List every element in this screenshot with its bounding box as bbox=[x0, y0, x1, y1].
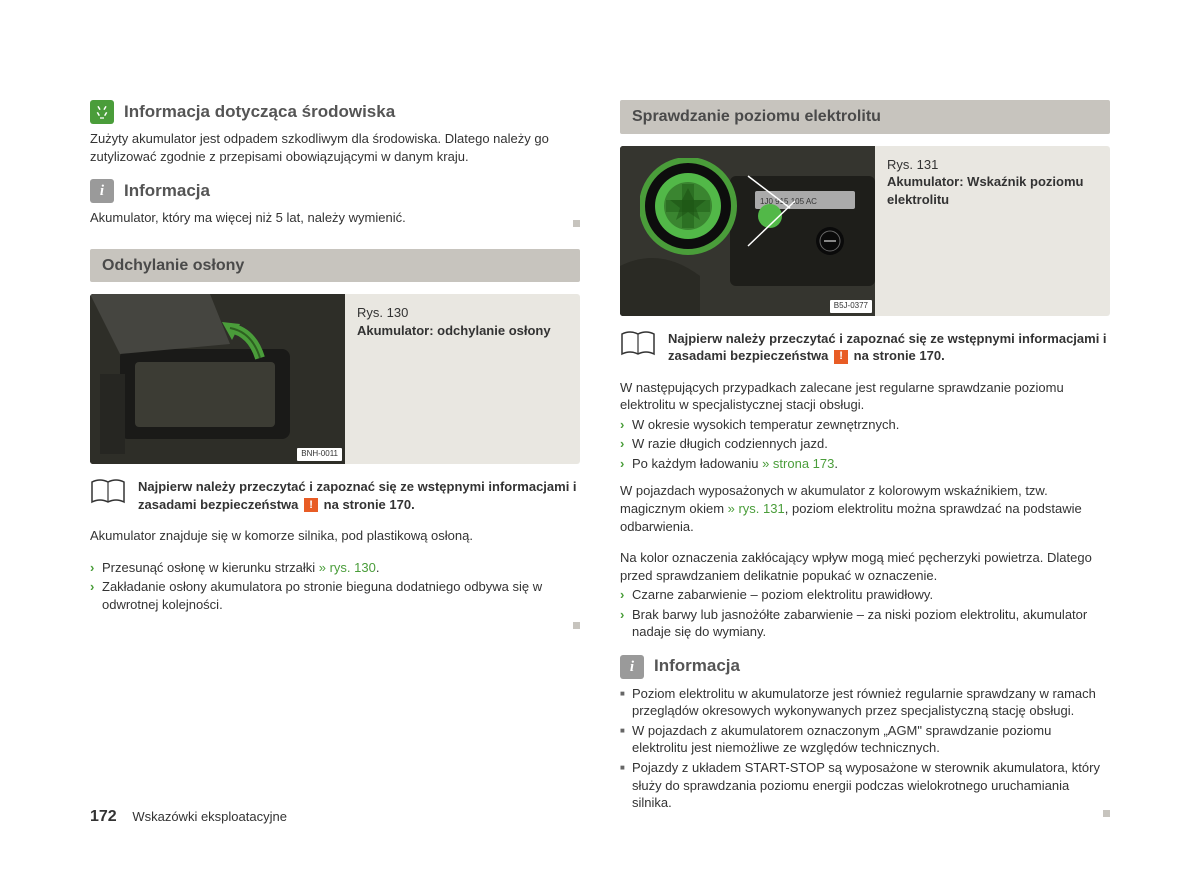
section-end-marker bbox=[573, 622, 580, 629]
info-heading-row: i Informacja bbox=[90, 179, 580, 203]
figure-130-image: BNH-0011 bbox=[90, 294, 345, 464]
read-first-b: na stronie 170. bbox=[854, 348, 945, 363]
info2-heading-row: i Informacja bbox=[620, 655, 1110, 679]
page-content: Informacja dotycząca środowiska Zużyty a… bbox=[0, 0, 1200, 861]
env-body: Zużyty akumulator jest odpadem szkodliwy… bbox=[90, 130, 580, 165]
info-bullets: Poziom elektrolitu w akumulatorze jest r… bbox=[620, 685, 1110, 812]
read-first-text: Najpierw należy przeczytać i zapoznać si… bbox=[138, 478, 580, 513]
figure-131-image: 1J0 915 105 AC B5J-037 bbox=[620, 146, 875, 316]
info2-heading: Informacja bbox=[654, 655, 740, 678]
info-icon: i bbox=[90, 179, 114, 203]
info-body: Akumulator, który ma więcej niż 5 lat, n… bbox=[90, 209, 406, 227]
read-first-text: Najpierw należy przeczytać i zapoznać si… bbox=[668, 330, 1110, 365]
read-first-box-1: Najpierw należy przeczytać i zapoznać si… bbox=[90, 478, 580, 513]
list-item: Po każdym ładowaniu » strona 173. bbox=[620, 455, 1110, 473]
book-icon bbox=[90, 478, 126, 506]
list-item: Czarne zabarwienie – poziom elektrolitu … bbox=[620, 586, 1110, 604]
warning-icon: ! bbox=[304, 498, 318, 512]
list-item: W razie długich codziennych jazd. bbox=[620, 435, 1110, 453]
section-bar-1: Odchylanie osłony bbox=[90, 249, 580, 283]
warning-icon: ! bbox=[834, 350, 848, 364]
figure-130: BNH-0011 Rys. 130 Akumulator: odchylanie… bbox=[90, 294, 580, 464]
read-first-b: na stronie 170. bbox=[324, 497, 415, 512]
list-item: W okresie wysokich temperatur zewnętrzny… bbox=[620, 416, 1110, 434]
fig-label: Rys. 130 bbox=[357, 304, 551, 322]
env-heading-row: Informacja dotycząca środowiska bbox=[90, 100, 580, 124]
fig-title: Akumulator: Wskaźnik poziomu elektrolitu bbox=[887, 173, 1102, 208]
bullets1: W okresie wysokich temperatur zewnętrzny… bbox=[620, 416, 1110, 473]
para1: W następujących przypadkach zalecane jes… bbox=[620, 379, 1110, 414]
list-item: Poziom elektrolitu w akumulatorze jest r… bbox=[620, 685, 1110, 720]
fig-ref-link[interactable]: » rys. 130 bbox=[319, 560, 376, 575]
left-column: Informacja dotycząca środowiska Zużyty a… bbox=[90, 100, 580, 821]
figure-130-caption: Rys. 130 Akumulator: odchylanie osłony bbox=[357, 294, 559, 464]
arrow-icon bbox=[220, 320, 265, 365]
fig-label: Rys. 131 bbox=[887, 156, 1102, 174]
list-item: Zakładanie osłony akumulatora po stronie… bbox=[90, 578, 580, 613]
magic-eye-callout bbox=[640, 158, 745, 263]
info-icon: i bbox=[620, 655, 644, 679]
section-end-marker bbox=[573, 220, 580, 227]
list-item: Brak barwy lub jasnożółte zabarwienie – … bbox=[620, 606, 1110, 641]
list-item: Przesunąć osłonę w kierunku strzałki » r… bbox=[90, 559, 580, 577]
info-heading: Informacja bbox=[124, 180, 210, 203]
figure-131-caption: Rys. 131 Akumulator: Wskaźnik poziomu el… bbox=[887, 146, 1110, 316]
figure-code: B5J-0377 bbox=[830, 300, 872, 313]
para2: W pojazdach wyposażonych w akumulator z … bbox=[620, 482, 1110, 535]
section-bar-2: Sprawdzanie poziomu elektrolitu bbox=[620, 100, 1110, 134]
figure-code: BNH-0011 bbox=[297, 448, 342, 461]
book-icon bbox=[620, 330, 656, 358]
section1-body: Akumulator znajduje się w komorze silnik… bbox=[90, 527, 580, 545]
read-first-box-2: Najpierw należy przeczytać i zapoznać si… bbox=[620, 330, 1110, 365]
para3: Na kolor oznaczenia zakłócający wpływ mo… bbox=[620, 549, 1110, 584]
right-column: Sprawdzanie poziomu elektrolitu 1J0 915 … bbox=[620, 100, 1110, 821]
bullets2: Czarne zabarwienie – poziom elektrolitu … bbox=[620, 586, 1110, 641]
footer-section: Wskazówki eksploatacyjne bbox=[132, 809, 287, 824]
list-item: Pojazdy z układem START-STOP są wyposażo… bbox=[620, 759, 1110, 812]
env-heading: Informacja dotycząca środowiska bbox=[124, 101, 395, 124]
fig-title: Akumulator: odchylanie osłony bbox=[357, 322, 551, 340]
page-ref-link[interactable]: » strona 173 bbox=[762, 456, 834, 471]
figure-131: 1J0 915 105 AC B5J-037 bbox=[620, 146, 1110, 316]
fig-ref-link[interactable]: » rys. 131 bbox=[728, 501, 785, 516]
list-item: W pojazdach z akumulatorem oznaczonym „A… bbox=[620, 722, 1110, 757]
section1-bullets: Przesunąć osłonę w kierunku strzałki » r… bbox=[90, 559, 580, 614]
page-number: 172 bbox=[90, 808, 117, 825]
page-footer: 172 Wskazówki eksploatacyjne bbox=[90, 806, 287, 828]
recycle-icon bbox=[90, 100, 114, 124]
